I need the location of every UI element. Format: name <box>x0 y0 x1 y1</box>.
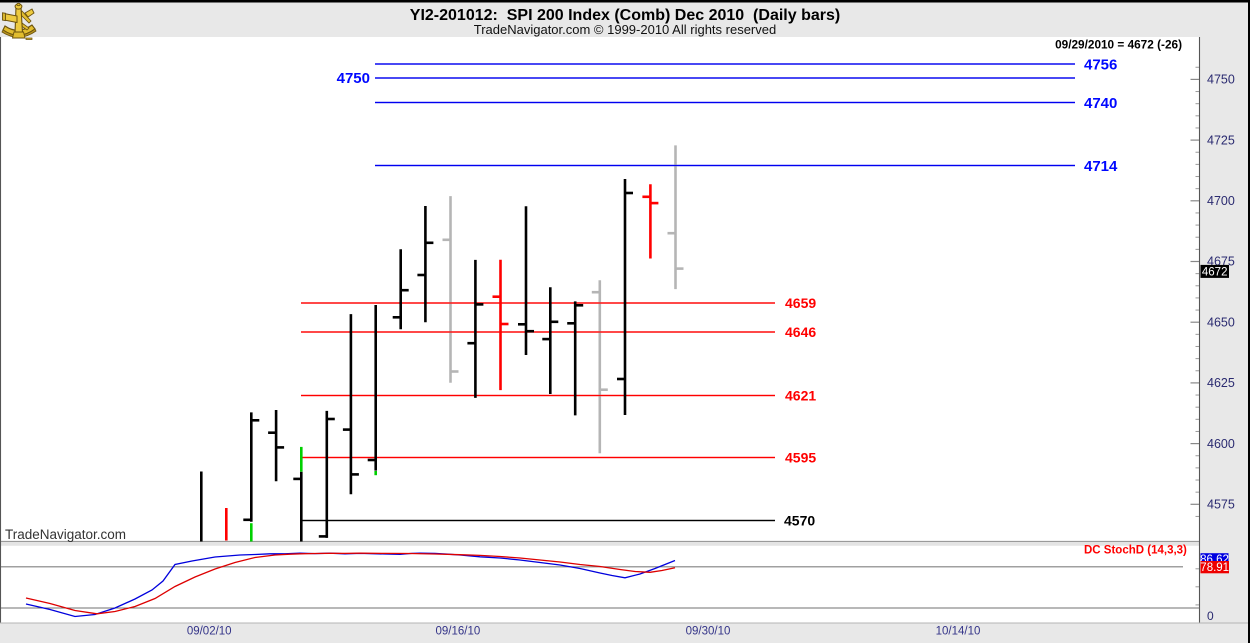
svg-text:4595: 4595 <box>785 450 816 466</box>
svg-text:0: 0 <box>1207 609 1214 623</box>
svg-text:4750: 4750 <box>337 70 370 87</box>
svg-text:4600: 4600 <box>1207 437 1235 451</box>
svg-text:DC StochD (14,3,3): DC StochD (14,3,3) <box>1084 545 1187 557</box>
svg-text:4570: 4570 <box>784 513 815 529</box>
svg-text:4714: 4714 <box>1084 158 1118 175</box>
svg-text:4700: 4700 <box>1207 194 1235 208</box>
svg-text:TradeNavigator.com: TradeNavigator.com <box>5 527 126 542</box>
svg-text:4621: 4621 <box>785 388 816 404</box>
svg-text:4575: 4575 <box>1207 498 1235 512</box>
svg-text:09/02/10: 09/02/10 <box>187 626 232 638</box>
svg-text:4650: 4650 <box>1207 315 1235 329</box>
svg-text:4750: 4750 <box>1207 73 1235 87</box>
svg-text:10/14/10: 10/14/10 <box>936 626 981 638</box>
svg-text:4725: 4725 <box>1207 133 1235 147</box>
svg-text:TradeNavigator.com © 1999-2010: TradeNavigator.com © 1999-2010 All right… <box>474 22 776 37</box>
svg-text:4646: 4646 <box>785 324 816 340</box>
svg-text:09/16/10: 09/16/10 <box>436 626 481 638</box>
svg-text:78.91: 78.91 <box>1200 562 1229 574</box>
svg-text:4756: 4756 <box>1084 56 1117 73</box>
svg-text:09/29/2010 = 4672 (-26): 09/29/2010 = 4672 (-26) <box>1055 38 1182 52</box>
svg-text:YI2-201012: SPI 200 Index (Co: YI2-201012: SPI 200 Index (Comb) Dec 201… <box>410 7 840 24</box>
svg-text:4625: 4625 <box>1207 376 1235 390</box>
svg-text:4672: 4672 <box>1202 266 1228 278</box>
svg-text:4659: 4659 <box>785 295 816 311</box>
svg-text:09/30/10: 09/30/10 <box>686 626 731 638</box>
svg-text:4740: 4740 <box>1084 95 1117 112</box>
